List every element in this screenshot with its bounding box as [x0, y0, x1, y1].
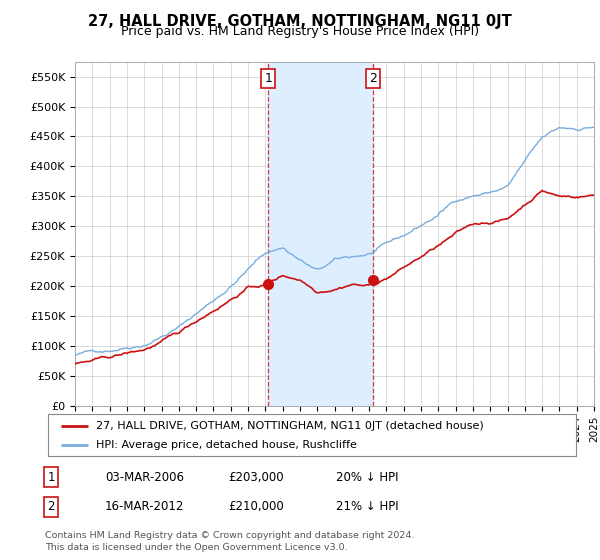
Text: HPI: Average price, detached house, Rushcliffe: HPI: Average price, detached house, Rush… [95, 440, 356, 450]
Text: 16-MAR-2012: 16-MAR-2012 [105, 500, 184, 514]
Text: 1: 1 [265, 72, 272, 85]
Text: 2: 2 [47, 500, 55, 514]
Text: 27, HALL DRIVE, GOTHAM, NOTTINGHAM, NG11 0JT (detached house): 27, HALL DRIVE, GOTHAM, NOTTINGHAM, NG11… [95, 421, 483, 431]
Text: 21% ↓ HPI: 21% ↓ HPI [336, 500, 398, 514]
Text: 03-MAR-2006: 03-MAR-2006 [105, 470, 184, 484]
Text: £210,000: £210,000 [228, 500, 284, 514]
Text: Contains HM Land Registry data © Crown copyright and database right 2024.: Contains HM Land Registry data © Crown c… [45, 531, 415, 540]
Text: Price paid vs. HM Land Registry's House Price Index (HPI): Price paid vs. HM Land Registry's House … [121, 25, 479, 38]
Text: 2: 2 [369, 72, 377, 85]
Text: 20% ↓ HPI: 20% ↓ HPI [336, 470, 398, 484]
Bar [268, 62, 373, 406]
Text: This data is licensed under the Open Government Licence v3.0.: This data is licensed under the Open Gov… [45, 543, 347, 552]
Text: 1: 1 [47, 470, 55, 484]
Text: 27, HALL DRIVE, GOTHAM, NOTTINGHAM, NG11 0JT: 27, HALL DRIVE, GOTHAM, NOTTINGHAM, NG11… [88, 14, 512, 29]
Text: £203,000: £203,000 [228, 470, 284, 484]
